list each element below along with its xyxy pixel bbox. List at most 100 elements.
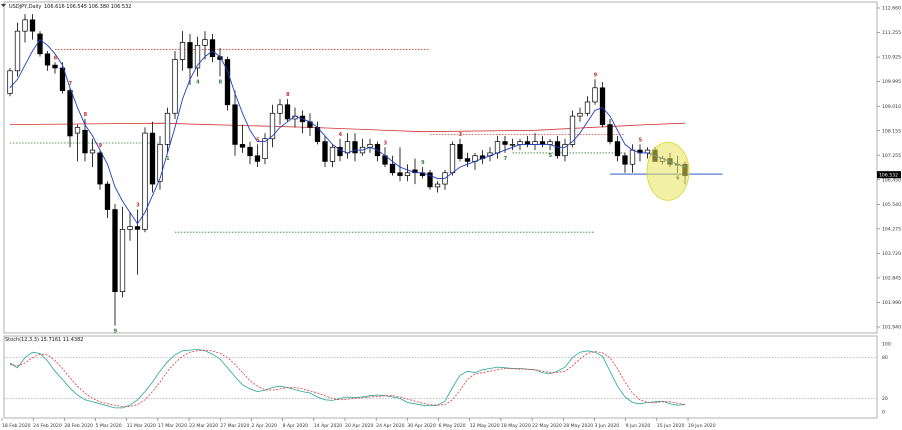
candle-bear[interactable] (427, 172, 433, 188)
td-count-label: 3 (136, 203, 140, 209)
candle-bear[interactable] (82, 129, 88, 154)
td-count-label: 1 (166, 156, 170, 162)
main-panel-frame (3, 1, 878, 334)
date-tick-label: 6 May 2020 (439, 423, 466, 429)
stochastic-title: Stoch(12,3,3) 15.7161 11.4382 (5, 337, 83, 343)
candle-bull[interactable] (119, 229, 126, 293)
candle-bear[interactable] (599, 87, 606, 125)
candle-bear[interactable] (29, 19, 36, 32)
candle-bull[interactable] (194, 44, 201, 69)
candle-bear[interactable] (44, 53, 51, 66)
candle-bear[interactable] (254, 155, 261, 162)
candle-bear[interactable] (52, 64, 58, 69)
candle-bull[interactable] (569, 115, 576, 145)
candle-bull[interactable] (629, 149, 636, 165)
candle-bull[interactable] (7, 70, 13, 94)
candle-bull[interactable] (494, 141, 501, 154)
candle-bull[interactable] (592, 87, 598, 103)
candle-bull[interactable] (277, 104, 283, 114)
candle-bear[interactable] (59, 67, 66, 91)
price-tick-label: 105.540 (882, 202, 901, 208)
candle-bear[interactable] (134, 226, 141, 230)
date-tick-label: 3 Jun 2020 (594, 423, 619, 429)
candle-bull[interactable] (449, 144, 456, 174)
date-tick-label: 12 May 2020 (470, 423, 500, 429)
candle-bear[interactable] (232, 104, 238, 145)
candle-bear[interactable] (502, 141, 508, 145)
candle-bear[interactable] (67, 90, 73, 137)
date-tick-label: 2 Apr 2020 (251, 423, 277, 429)
candle-bear[interactable] (104, 183, 111, 210)
candle-bear[interactable] (554, 141, 561, 157)
main-price-panel[interactable]: 87899314858439375956 (7, 14, 723, 335)
candle-bull[interactable] (262, 138, 268, 159)
short-moving-average-line (9, 39, 686, 225)
candle-bear[interactable] (614, 141, 621, 157)
candle-bull[interactable] (179, 42, 186, 60)
td-count-label: 5 (256, 137, 260, 143)
td-count-label: 9 (114, 329, 118, 335)
candle-bear[interactable] (224, 59, 231, 106)
candle-bear[interactable] (389, 163, 396, 174)
candle-bull[interactable] (14, 30, 21, 72)
date-tick-label: 19 Jun 2020 (688, 423, 716, 429)
candle-bull[interactable] (142, 132, 148, 230)
candle-bull[interactable] (172, 59, 178, 114)
price-tick-label: 112.660 (882, 6, 901, 12)
current-price-tag (877, 171, 901, 179)
td-count-label: 3 (459, 132, 463, 138)
price-tick-label: 104.275 (882, 226, 901, 232)
candle-bull[interactable] (562, 144, 568, 157)
highlight-circle (646, 142, 690, 201)
candle-bear[interactable] (322, 141, 328, 162)
candle-bear[interactable] (37, 33, 43, 55)
candle-bull[interactable] (202, 39, 208, 46)
date-tick-label: 5 Mar 2020 (96, 423, 122, 429)
date-tick-label: 11 Mar 2020 (127, 423, 156, 429)
candle-bear[interactable] (239, 144, 246, 148)
candle-bear[interactable] (457, 144, 463, 159)
candle-bull[interactable] (157, 144, 163, 182)
td-count-label: 4 (339, 132, 343, 138)
candle-bull[interactable] (584, 101, 591, 114)
price-tick-label: 109.995 (882, 79, 901, 85)
long-moving-average-line (9, 122, 686, 133)
ohlc-header: 106.616 106.545 106.380 106.532 (44, 4, 131, 10)
candle-bear[interactable] (607, 124, 613, 142)
date-tick-label: 24 Apr 2020 (376, 423, 404, 429)
stochastic-d-line (9, 349, 686, 408)
stochastic-panel[interactable] (4, 348, 877, 409)
candle-bear[interactable] (337, 146, 343, 157)
candle-bear[interactable] (397, 172, 403, 176)
candle-bear[interactable] (247, 146, 253, 157)
candle-bear[interactable] (284, 104, 291, 120)
candle-bull[interactable] (269, 112, 276, 140)
candle-bear[interactable] (187, 42, 193, 69)
candle-bull[interactable] (344, 141, 351, 154)
stochastic-k-line (9, 348, 686, 409)
candle-bear[interactable] (352, 141, 358, 154)
candle-bull[interactable] (74, 127, 81, 134)
candle-bull[interactable] (434, 183, 441, 188)
candle-bear[interactable] (209, 39, 216, 57)
candle-bear[interactable] (112, 209, 118, 293)
candle-bull[interactable] (127, 226, 133, 230)
candle-bull[interactable] (22, 19, 28, 32)
date-tick-label: 8 Apr 2020 (283, 423, 309, 429)
candle-bull[interactable] (577, 112, 583, 117)
candle-bull[interactable] (329, 146, 336, 162)
price-tick-label: 101.940 (882, 325, 901, 331)
dropdown-triangle-icon[interactable] (1, 4, 6, 7)
date-tick-label: 22 May 2020 (532, 423, 562, 429)
candle-bull[interactable] (164, 112, 171, 145)
candle-bull[interactable] (509, 144, 516, 146)
candle-bear[interactable] (149, 132, 156, 185)
candle-bear[interactable] (97, 152, 103, 185)
td-count-label: 9 (421, 160, 425, 166)
candle-bull[interactable] (89, 149, 96, 154)
candle-bull[interactable] (404, 172, 411, 176)
td-count-label: 5 (549, 153, 553, 159)
candle-bear[interactable] (622, 155, 628, 165)
candle-bear[interactable] (464, 158, 471, 162)
